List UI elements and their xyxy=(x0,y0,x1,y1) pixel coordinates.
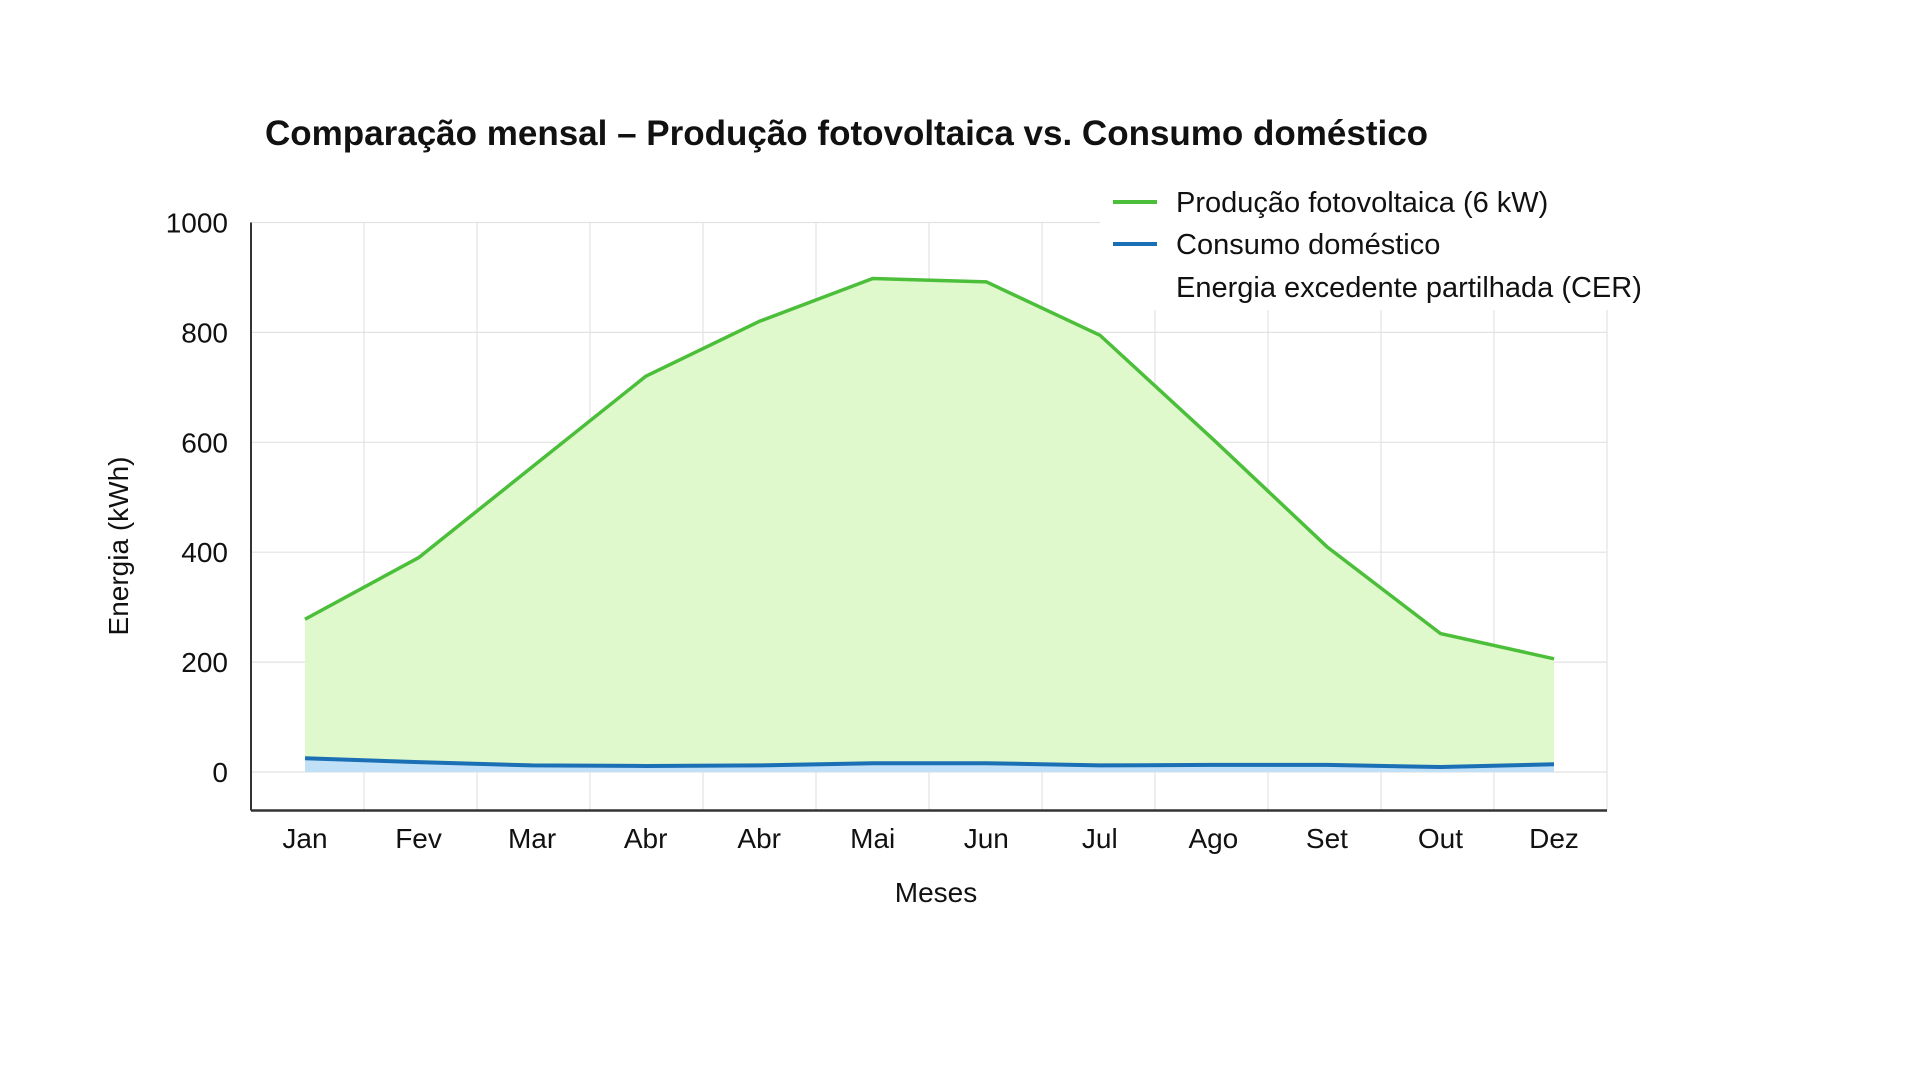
x-tick-label: Abr xyxy=(624,823,668,854)
x-tick-label: Set xyxy=(1306,823,1348,854)
x-tick-label: Mar xyxy=(508,823,556,854)
series-line-0 xyxy=(304,276,1555,661)
y-tick-label: 1000 xyxy=(166,208,228,239)
x-tick-label: Abr xyxy=(737,823,781,854)
y-axis-label: Energia (kWh) xyxy=(103,457,134,636)
x-tick-label: Jun xyxy=(964,823,1009,854)
y-tick-label: 200 xyxy=(181,647,228,678)
y-tick-label: 400 xyxy=(181,537,228,568)
legend-label-surplus: Energia excedente partilhada (CER) xyxy=(1176,272,1642,304)
ticks: 0 200 400 600 800 1000 Jan Fev Mar Abr Abr Mai Jun Ju… xyxy=(166,208,1579,855)
x-tick-label: Dez xyxy=(1529,823,1579,854)
y-tick-label: 0 xyxy=(212,757,228,788)
chart-title: Comparação mensal – Produção fotovoltaic… xyxy=(265,114,1428,153)
legend-label-consumption: Consumo doméstico xyxy=(1176,229,1440,261)
x-tick-label: Fev xyxy=(395,823,442,854)
x-tick-label: Jul xyxy=(1082,823,1118,854)
y-tick-label: 800 xyxy=(181,317,228,348)
legend-label-production: Produção fotovoltaica (6 kW) xyxy=(1176,187,1548,219)
x-tick-label: Jan xyxy=(282,823,327,854)
areas xyxy=(304,276,1555,772)
series-line-1 xyxy=(304,756,1555,770)
area-0 xyxy=(305,278,1554,772)
x-tick-label: Out xyxy=(1418,823,1463,854)
x-tick-label: Ago xyxy=(1188,823,1238,854)
x-axis-label: Meses xyxy=(895,877,977,908)
legend: Produção fotovoltaica (6 kW) Consumo dom… xyxy=(1100,180,1680,310)
y-tick-label: 600 xyxy=(181,427,228,458)
x-tick-label: Mai xyxy=(850,823,895,854)
axes xyxy=(250,222,1607,812)
